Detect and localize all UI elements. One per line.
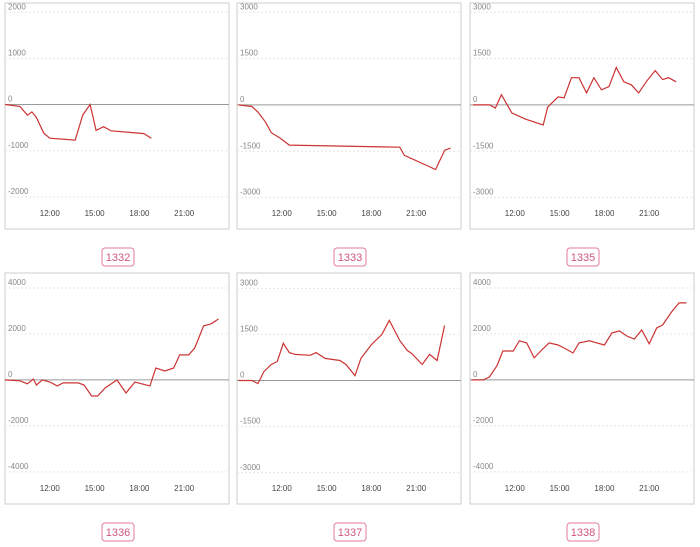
label-box <box>101 247 135 267</box>
panel <box>236 272 462 505</box>
label-box <box>566 522 600 542</box>
x-tick-label: 15:00 <box>85 484 106 493</box>
x-tick-label: 15:00 <box>317 484 338 493</box>
x-tick-label: 12:00 <box>505 209 526 218</box>
x-tick-label: 18:00 <box>129 484 150 493</box>
y-tick-label: 1500 <box>240 325 258 334</box>
label-box <box>101 522 135 542</box>
x-tick-label: 21:00 <box>406 209 427 218</box>
y-tick-label: -1500 <box>473 141 494 150</box>
x-tick-label: 21:00 <box>639 484 660 493</box>
y-tick-label: -1500 <box>240 417 261 426</box>
y-tick-label: 3000 <box>240 2 258 11</box>
chart-title: 1338 <box>571 527 595 539</box>
y-tick-label: 3000 <box>473 2 491 11</box>
y-tick-label: -4000 <box>8 462 29 471</box>
x-tick-label: 21:00 <box>174 209 195 218</box>
label-box <box>566 247 600 267</box>
chart-title: 1337 <box>338 527 362 539</box>
panel <box>236 2 462 230</box>
x-tick-label: 12:00 <box>40 209 61 218</box>
y-tick-label: -3000 <box>240 188 261 197</box>
y-tick-label: 0 <box>473 95 478 104</box>
line <box>4 318 219 397</box>
y-tick-label: 1500 <box>473 49 491 58</box>
y-tick-label: 3000 <box>240 278 258 287</box>
y-tick-label: 0 <box>240 371 245 380</box>
y-tick-label: 0 <box>473 370 478 379</box>
y-tick-label: -2000 <box>8 187 29 196</box>
chart-title: 1333 <box>338 252 362 264</box>
y-tick-label: -2000 <box>8 416 29 425</box>
y-tick-label: 2000 <box>8 324 26 333</box>
line <box>238 104 451 171</box>
y-tick-label: 0 <box>240 95 245 104</box>
y-tick-label: -1000 <box>8 141 29 150</box>
line <box>4 103 152 141</box>
x-tick-label: 12:00 <box>272 209 293 218</box>
y-tick-label: 2000 <box>473 324 491 333</box>
x-tick-label: 15:00 <box>317 209 338 218</box>
line <box>238 319 446 385</box>
y-tick-label: -2000 <box>473 416 494 425</box>
y-tick-label: 0 <box>8 370 13 379</box>
y-tick-label: 1500 <box>240 49 258 58</box>
label-box <box>333 522 367 542</box>
x-tick-label: 18:00 <box>129 209 150 218</box>
x-tick-label: 12:00 <box>272 484 293 493</box>
chart-title: 1335 <box>571 252 595 264</box>
x-tick-label: 21:00 <box>174 484 195 493</box>
x-tick-label: 18:00 <box>361 209 382 218</box>
panel <box>4 272 230 505</box>
line <box>473 66 677 126</box>
panel <box>4 2 230 230</box>
label-box <box>333 247 367 267</box>
x-tick-label: 12:00 <box>505 484 526 493</box>
x-tick-label: 12:00 <box>40 484 61 493</box>
chart-title: 1336 <box>106 527 130 539</box>
x-tick-label: 18:00 <box>594 484 615 493</box>
line <box>471 302 687 381</box>
y-tick-label: 2000 <box>8 2 26 11</box>
y-tick-label: -3000 <box>240 463 261 472</box>
x-tick-label: 15:00 <box>85 209 106 218</box>
y-tick-label: 0 <box>8 95 13 104</box>
x-tick-label: 21:00 <box>406 484 427 493</box>
y-tick-label: 4000 <box>473 278 491 287</box>
y-tick-label: -1500 <box>240 141 261 150</box>
x-tick-label: 15:00 <box>550 209 571 218</box>
y-tick-label: 1000 <box>8 48 26 57</box>
y-tick-label: 4000 <box>8 278 26 287</box>
panel <box>469 2 695 230</box>
chart-title: 1332 <box>106 252 130 264</box>
y-tick-label: -3000 <box>473 188 494 197</box>
x-tick-label: 18:00 <box>361 484 382 493</box>
panel <box>469 272 695 505</box>
y-tick-label: -4000 <box>473 462 494 471</box>
x-tick-label: 15:00 <box>550 484 571 493</box>
x-tick-label: 21:00 <box>639 209 660 218</box>
x-tick-label: 18:00 <box>594 209 615 218</box>
